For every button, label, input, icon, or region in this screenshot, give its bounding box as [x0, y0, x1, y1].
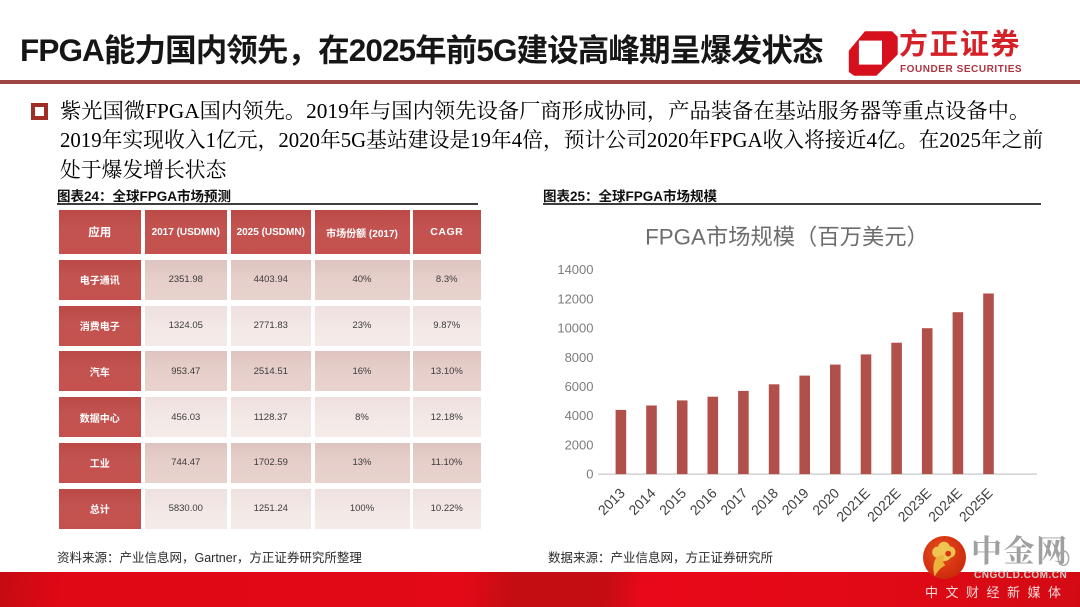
- svg-text:6000: 6000: [565, 379, 594, 394]
- svg-text:2015: 2015: [656, 485, 689, 518]
- svg-text:2016: 2016: [687, 485, 720, 518]
- svg-text:FPGA市场规模（百万美元）: FPGA市场规模（百万美元）: [645, 225, 929, 250]
- svg-text:12000: 12000: [557, 291, 593, 306]
- svg-text:2019: 2019: [778, 485, 811, 518]
- svg-text:0: 0: [586, 467, 593, 482]
- svg-text:8000: 8000: [565, 350, 594, 365]
- svg-text:4000: 4000: [565, 408, 594, 423]
- svg-text:2023E: 2023E: [894, 485, 934, 525]
- svg-text:14000: 14000: [557, 262, 593, 277]
- svg-text:2024E: 2024E: [925, 485, 965, 525]
- svg-text:2000: 2000: [565, 437, 594, 452]
- svg-text:2022E: 2022E: [864, 485, 904, 525]
- svg-text:10000: 10000: [557, 321, 593, 336]
- svg-text:2017: 2017: [717, 485, 750, 518]
- svg-text:2013: 2013: [595, 485, 628, 518]
- svg-text:2021E: 2021E: [833, 485, 873, 525]
- svg-text:2025E: 2025E: [956, 485, 996, 525]
- svg-text:2014: 2014: [625, 485, 658, 518]
- svg-text:2018: 2018: [748, 485, 781, 518]
